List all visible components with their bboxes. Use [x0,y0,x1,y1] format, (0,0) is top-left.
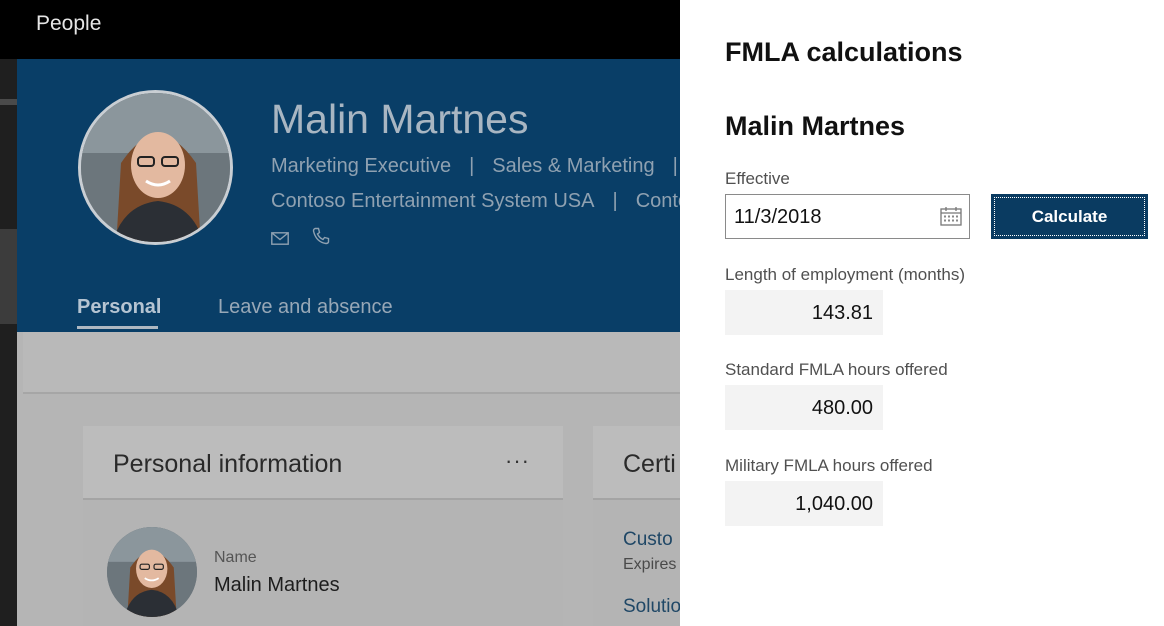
separator: | [469,155,475,177]
profile-company: Contoso Entertainment System USA [271,190,595,212]
effective-label: Effective [725,169,790,188]
standard-fmla-label: Standard FMLA hours offered [725,360,948,379]
avatar [78,90,233,245]
separator: | [672,155,678,177]
tab-leave-and-absence[interactable]: Leave and absence [218,296,393,318]
left-nav-item[interactable] [0,229,17,324]
left-nav [0,59,17,626]
certificates-card: Certi Custo Expires Solutio [593,426,680,626]
left-nav-item[interactable] [0,99,17,105]
tab-personal[interactable]: Personal [77,296,162,318]
profile-job-line: Marketing Executive | Sales & Marketing | [271,155,680,178]
top-bar: People [0,0,680,59]
profile-company-line: Contoso Entertainment System USA | Conto [271,190,680,213]
personal-information-card: Personal information ··· Name Malin Mart… [83,426,563,626]
certificate-link[interactable]: Solutio [623,596,680,617]
name-value: Malin Martnes [214,574,340,596]
length-of-employment-label: Length of employment (months) [725,265,966,284]
separator: | [612,190,618,212]
military-fmla-label: Military FMLA hours offered [725,456,933,475]
background-app: People Malin Martnes Marketing Executive… [0,0,680,626]
mail-icon[interactable] [271,232,289,245]
card-header: Personal information ··· [83,426,563,500]
effective-date-input[interactable] [734,204,929,230]
fmla-panel: FMLA calculations Malin Martnes Effectiv… [680,0,1164,626]
profile-department: Sales & Marketing [492,155,655,177]
certificate-link[interactable]: Custo [623,529,673,550]
length-of-employment-value: 143.81 [725,290,883,335]
employee-name: Malin Martnes [725,111,906,141]
profile-header: Malin Martnes Marketing Executive | Sales … [17,59,680,332]
name-label: Name [214,549,257,566]
profile-name: Malin Martnes [271,96,529,142]
tab-selected-indicator [77,326,158,329]
profile-job-title: Marketing Executive [271,155,452,177]
card-title: Certi [623,450,676,478]
certificate-expires: Expires [623,556,677,573]
phone-icon[interactable] [312,227,330,245]
calculate-button[interactable]: Calculate [991,194,1148,239]
standard-fmla-value: 480.00 [725,385,883,430]
avatar [107,527,197,617]
calendar-icon[interactable] [940,206,962,226]
more-icon[interactable]: ··· [505,448,530,473]
card-header: Certi [593,426,680,500]
card-title: Personal information [113,450,343,478]
panel-title: FMLA calculations [725,37,963,67]
profile-company-2: Conto [635,190,680,212]
action-bar [23,332,680,394]
app-title: People [36,12,102,35]
military-fmla-value: 1,040.00 [725,481,883,526]
effective-date-field[interactable] [725,194,970,239]
